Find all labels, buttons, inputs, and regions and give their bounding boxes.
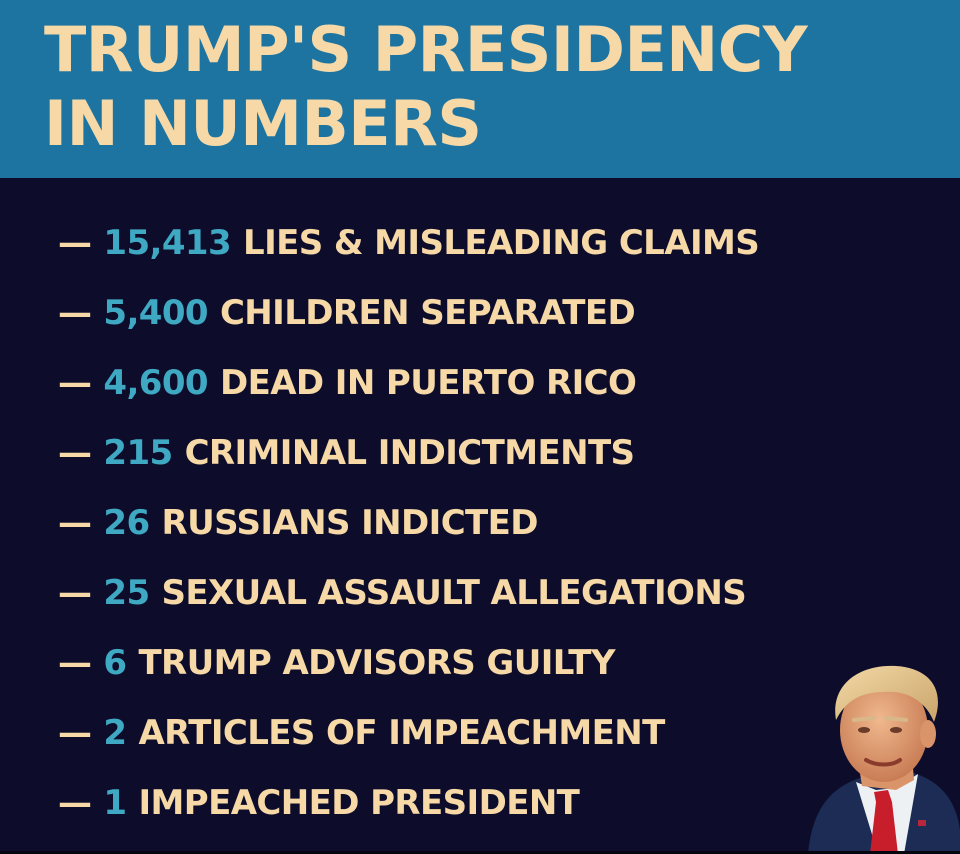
stats-list: — 15,413 LIES & MISLEADING CLAIMS — 5,400 CH… [58,210,760,840]
stat-number: 2 [103,713,127,753]
dash-mark: — [58,783,92,823]
stat-label: LIES & MISLEADING CLAIMS [243,223,760,263]
title-line-2: IN NUMBERS [44,87,482,160]
dash-mark: — [58,573,92,613]
stat-number: 5,400 [103,293,208,333]
stat-label: CRIMINAL INDICTMENTS [184,433,635,473]
title-line-1: TRUMP'S PRESIDENCY [44,13,808,86]
dash-mark: — [58,713,92,753]
stat-number: 26 [103,503,150,543]
stat-item: — 15,413 LIES & MISLEADING CLAIMS [58,210,760,280]
stat-label: RUSSIANS INDICTED [161,503,539,543]
stat-item: — 1 IMPEACHED PRESIDENT [58,770,759,840]
dash-mark: — [58,433,92,473]
dash-mark: — [58,643,92,683]
stat-item: — 6 TRUMP ADVISORS GUILTY [58,630,759,700]
stat-label: SEXUAL ASSAULT ALLEGATIONS [161,573,747,613]
stat-number: 15,413 [103,223,232,263]
stat-number: 6 [103,643,127,683]
stat-number: 25 [103,573,150,613]
stat-item: — 5,400 CHILDREN SEPARATED [58,280,759,350]
stat-item: — 25 SEXUAL ASSAULT ALLEGATIONS [58,560,759,630]
dash-mark: — [58,363,92,403]
stat-item: — 4,600 DEAD IN PUERTO RICO [58,350,759,420]
stat-label: DEAD IN PUERTO RICO [219,363,637,403]
stat-item: — 2 ARTICLES OF IMPEACHMENT [58,700,759,770]
bottom-border [0,851,960,854]
stat-number: 215 [103,433,173,473]
stat-label: ARTICLES OF IMPEACHMENT [138,713,665,753]
stat-label: CHILDREN SEPARATED [219,293,636,333]
stat-number: 1 [103,783,127,823]
stat-item: — 215 CRIMINAL INDICTMENTS [58,420,759,490]
dash-mark: — [58,223,92,263]
header-band: TRUMP'S PRESIDENCY IN NUMBERS [0,0,960,178]
stat-label: TRUMP ADVISORS GUILTY [138,643,615,683]
stat-number: 4,600 [103,363,208,403]
dash-mark: — [58,503,92,543]
dash-mark: — [58,293,92,333]
stat-label: IMPEACHED PRESIDENT [138,783,580,823]
person-portrait-icon [808,665,960,854]
stat-item: — 26 RUSSIANS INDICTED [58,490,759,560]
